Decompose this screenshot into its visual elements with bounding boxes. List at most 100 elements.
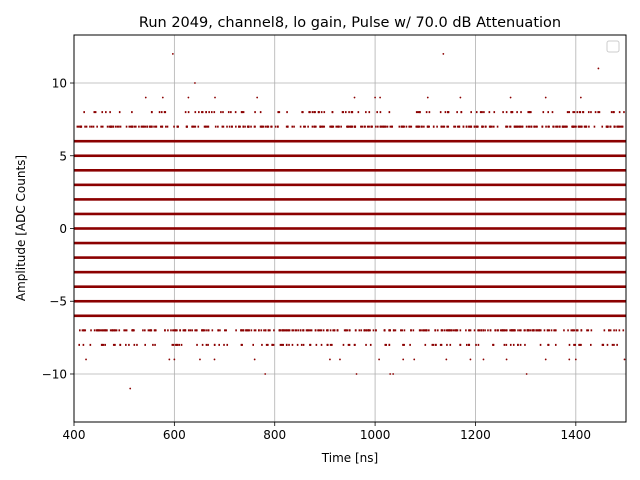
sample-point [213,111,216,114]
sample-point [175,343,177,346]
sample-point [484,329,486,332]
sample-point [503,329,506,332]
sample-point [563,125,566,128]
sample-point [296,343,299,346]
sample-band [74,270,626,274]
sample-point [128,343,130,346]
sample-point [510,111,513,114]
sample-point [459,343,462,346]
sample-point [311,111,314,114]
sample-point [101,343,104,346]
sample-point [194,329,196,332]
sample-point [331,111,334,114]
sample-point [93,111,96,114]
sample-point [241,343,243,346]
sample-point [568,111,571,114]
sample-point [109,125,112,128]
sample-point [338,125,340,128]
sample-point [335,125,338,128]
sample-point [366,125,369,128]
sample-point [582,111,584,114]
y-axis-ticks: −10 −5 0 5 10 [42,77,74,381]
sample-point [477,125,479,128]
sample-point [128,125,131,128]
outlier-point [379,96,382,99]
sample-point [594,111,597,114]
sample-point [189,329,192,332]
sample-point [146,125,149,128]
sample-point [178,343,181,346]
sample-point [136,343,138,346]
sample-point [576,329,579,332]
sample-point [424,329,426,332]
sample-point [468,329,471,332]
sample-point [76,125,79,128]
sample-point [468,343,471,346]
sample-point [533,125,536,128]
sample-point [286,329,289,332]
sample-point [332,329,334,332]
sample-point [470,125,473,128]
sample-point [320,343,323,346]
sample-point [315,125,317,128]
sample-point [453,125,455,128]
sample-point [291,125,294,128]
sample-point [329,125,331,128]
sample-point [573,125,575,128]
sample-point [347,125,349,128]
sample-point [109,111,111,114]
sample-point [84,125,86,128]
sample-point [345,111,347,114]
sample-point [445,329,448,332]
sample-point [492,125,495,128]
sample-point [313,125,316,128]
outlier-point [194,82,196,84]
sample-point [383,329,386,332]
sample-point [537,329,539,332]
sample-point [336,125,339,128]
sample-point [357,111,360,114]
sample-point [160,111,163,114]
sample-point [410,329,412,332]
sample-point [329,329,332,332]
sample-point [360,125,362,128]
sample-point [77,125,80,128]
sample-point [194,111,197,114]
sample-point [580,329,583,332]
sample-point [369,343,372,346]
sample-point [319,329,322,332]
sample-point [240,329,242,332]
sample-point [112,125,115,128]
sample-band [74,227,626,230]
sample-point [294,329,297,332]
sample-point [519,125,522,128]
outlier-point [525,373,528,375]
sample-point [95,329,98,332]
outlier-point [339,358,341,361]
sample-point [138,125,140,128]
sample-point [273,329,275,332]
sample-point [619,125,622,128]
sample-point [555,125,557,128]
sample-point [285,125,288,128]
sample-point [99,329,102,332]
outlier-point [329,358,331,361]
sample-point [458,125,461,128]
sample-point [454,329,456,332]
sample-point [556,125,558,128]
sample-point [347,343,350,346]
outlier-point [187,96,190,99]
sample-point [78,343,81,346]
y-tick-label: −10 [42,367,67,381]
sample-point [82,343,85,346]
sample-point [443,125,446,128]
sample-point [553,329,555,332]
sample-point [201,343,204,346]
sample-point [314,111,316,114]
sample-point [370,125,373,128]
sample-point [317,329,320,332]
sample-point [440,329,443,332]
sample-point [377,125,379,128]
sample-point [303,125,305,128]
sample-point [147,329,150,332]
